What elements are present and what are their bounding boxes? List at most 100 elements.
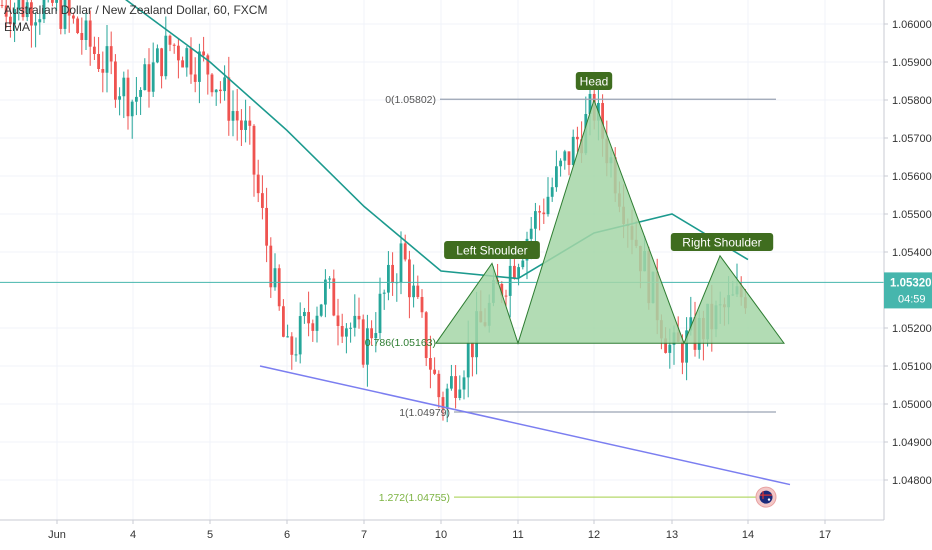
trendline[interactable] [259,365,791,486]
candle-body [521,260,525,268]
candle-body [328,278,331,280]
candle-body [571,136,575,165]
candle-body [538,211,541,213]
current-price-tag [884,272,932,309]
candle-body [576,136,579,140]
candle-body [319,304,323,316]
candle-body [286,336,289,338]
candle-body [156,48,159,63]
current-price-value: 1.05320 [890,277,932,289]
candle-body [471,342,474,358]
candle-body [0,5,4,6]
candle-body [353,315,357,328]
candle-body [25,2,29,18]
candle-body [9,16,12,25]
candle-body [277,268,281,307]
time-tick-label: 4 [130,529,136,541]
candle-body [38,19,42,23]
candle-body [93,46,96,54]
candle-body [433,369,436,374]
candle-body [307,312,310,324]
candle-body [109,46,113,62]
candle-body [340,325,344,337]
candle-body [139,90,142,97]
time-tick-label: 6 [284,529,290,541]
candle-body [80,33,84,41]
candle-body [181,60,184,68]
candle-body [235,111,239,121]
candle-body [332,278,336,316]
candle-body [34,22,37,26]
candle-body [685,330,688,363]
chart-legend: Australian Dollar / New Zealand Dollar, … [4,2,267,36]
candle-body [361,319,365,365]
candle-body [315,315,319,331]
left-shoulder-label[interactable]: Left Shoulder [444,241,540,259]
candle-body [122,77,126,97]
candle-body [513,265,516,278]
time-tick-label: Jun [48,529,66,541]
candle-body [563,151,567,161]
candle-body [294,354,298,356]
candle-body [151,62,155,92]
price-tick-label: 1.05800 [892,95,932,107]
candle-body [416,285,420,297]
price-axis[interactable]: 1.06000 1.05900 1.05800 1.05700 1.05600 1.055… [883,0,932,550]
price-tick-label: 1.05600 [892,171,932,183]
head-label[interactable]: Head [575,72,613,90]
candle-body [244,120,247,130]
candle-body [282,306,285,337]
candle-body [559,160,562,167]
candle-body [273,268,277,288]
price-tick-label: 1.05900 [892,57,932,69]
candle-body [130,101,134,117]
candle-body [324,279,327,305]
candle-body [546,196,550,215]
candle-body [185,48,189,68]
price-tick-label: 1.05400 [892,247,932,259]
time-axis[interactable]: Jun 4 5 6 7 10 11 12 13 14 17 [0,519,932,550]
price-tick-label: 1.05500 [892,209,932,221]
time-tick-label: 11 [512,529,523,541]
fibonacci-levels[interactable]: 0(1.05802) 0.786(1.05163) 1(1.04979) 1.272(… [365,94,776,504]
candle-body [466,342,470,378]
candle-body [424,312,428,359]
pattern-shape[interactable] [435,98,785,345]
svg-text:Right Shoulder: Right Shoulder [682,236,761,250]
candle-body [374,333,378,339]
candle-body [399,243,403,283]
candle-body [370,328,373,339]
candle-body [529,228,533,239]
right-shoulder-label[interactable]: Right Shoulder [670,233,774,251]
candle-body [143,64,147,91]
candle-body [681,341,684,363]
candle-body [366,328,369,365]
fib-label-2: 1(1.04979) [399,407,450,419]
time-tick-label: 5 [207,529,213,541]
candle-body [214,89,218,93]
fib-label-0: 0(1.05802) [385,94,436,106]
candle-body [189,48,193,75]
price-tick-label: 1.04800 [892,475,932,487]
candle-body [227,77,231,121]
time-tick-label: 13 [666,529,678,541]
candle-body [504,295,508,297]
candle-body [265,207,268,246]
time-tick-label: 12 [588,529,600,541]
candle-body [202,51,205,56]
candle-body [164,35,168,77]
head-and-shoulders-pattern[interactable]: Left Shoulder Head Right Shoulder [435,72,785,345]
candle-body [555,166,558,188]
candle-body [240,120,243,130]
time-tick-label: 17 [819,529,831,541]
time-tick-label: 10 [435,529,447,541]
candle-body [462,377,466,390]
candle-body [403,243,407,260]
candle-body [261,193,264,208]
candle-body [311,323,315,331]
candle-body [114,61,117,100]
candle-body [59,0,63,29]
candle-body [349,327,352,329]
candle-body [378,293,382,334]
